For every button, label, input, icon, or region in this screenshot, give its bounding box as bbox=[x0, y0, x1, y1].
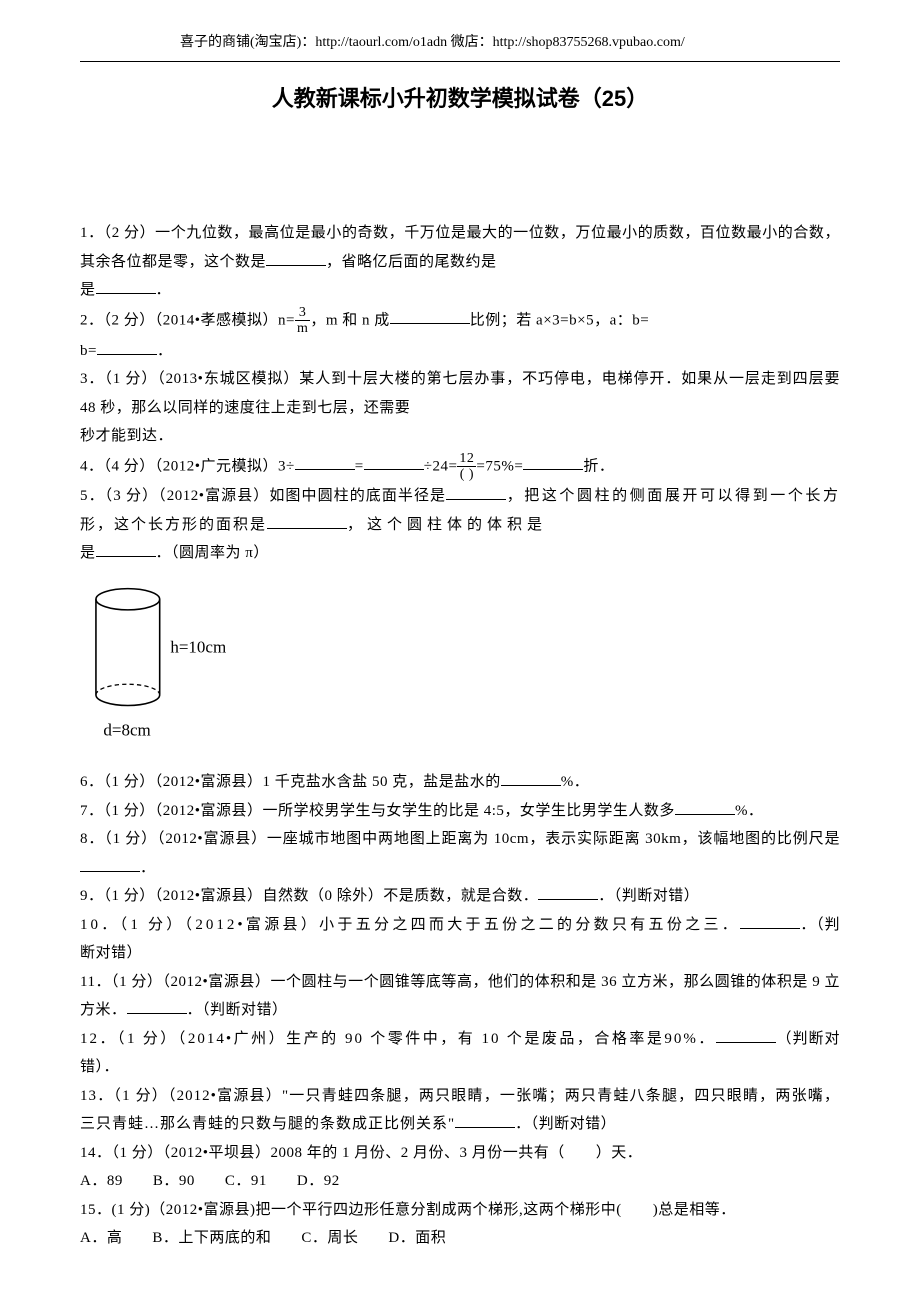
q15-optC: C．周长 bbox=[301, 1224, 358, 1253]
q3-line1: 3．（1 分）（2013•东城区模拟）某人到十层大楼的第七层办事，不巧停电，电梯… bbox=[80, 371, 840, 416]
question-6: 6．（1 分）（2012•富源县）1 千克盐水含盐 50 克，盐是盐水的 %． bbox=[80, 768, 840, 797]
q14-optA: A．89 bbox=[80, 1167, 123, 1196]
frac-den: m bbox=[295, 321, 310, 336]
q15-text: 15．(1 分)（2012•富源县)把一个平行四边形任意分割成两个梯形,这两个梯… bbox=[80, 1202, 736, 1218]
question-1: 1．（2 分）一个九位数，最高位是最小的奇数，千万位是最大的一位数，万位最小的质… bbox=[80, 219, 840, 305]
q5-is: 是 bbox=[80, 545, 96, 561]
fraction: 12( ) bbox=[457, 451, 476, 483]
q1-mid: ，省略亿后面的尾数约是 bbox=[326, 254, 497, 270]
fraction: 3m bbox=[295, 305, 310, 337]
question-2: 2．（2 分）（2014•孝感模拟）n=3m，m 和 n 成 比例；若 a×3=b… bbox=[80, 305, 840, 365]
blank bbox=[96, 293, 156, 294]
question-4: 4．（4 分）（2012•广元模拟）3÷ = ÷24=12( )=75%= 折． bbox=[80, 451, 840, 483]
blank bbox=[740, 928, 800, 929]
diameter-label: d=8cm bbox=[103, 720, 150, 739]
blank bbox=[267, 528, 347, 529]
q4-suffix: 折． bbox=[583, 458, 614, 474]
question-14: 14．（1 分）（2012•平坝县）2008 年的 1 月份、2 月份、3 月份… bbox=[80, 1139, 840, 1196]
q5-prefix: 5．（3 分）（2012•富源县）如图中圆柱的底面半径是 bbox=[80, 488, 446, 504]
q4-mid2: =75%= bbox=[476, 458, 523, 474]
q14-optC: C．91 bbox=[225, 1167, 267, 1196]
q14-optD: D．92 bbox=[297, 1167, 340, 1196]
q6-suffix: %． bbox=[561, 774, 590, 790]
blank bbox=[266, 265, 326, 266]
q3-line2: 秒才能到达． bbox=[80, 428, 173, 444]
q13-prefix: 13．（1 分）（2012•富源县）"一只青蛙四条腿，两只眼睛，一张嘴；两只青蛙… bbox=[80, 1088, 840, 1133]
page-title: 人教新课标小升初数学模拟试卷（25） bbox=[80, 78, 840, 120]
q8-suffix: ． bbox=[140, 860, 156, 876]
frac-num: 12 bbox=[457, 451, 476, 467]
question-3: 3．（1 分）（2013•东城区模拟）某人到十层大楼的第七层办事，不巧停电，电梯… bbox=[80, 365, 840, 451]
q12-prefix: 12．（1 分）（2014•广州）生产的 90 个零件中，有 10 个是废品，合… bbox=[80, 1031, 716, 1047]
q7-prefix: 7．（1 分）（2012•富源县）一所学校男学生与女学生的比是 4:5，女学生比… bbox=[80, 803, 675, 819]
q1-suffix: ． bbox=[156, 282, 172, 298]
q4-prefix: 4．（4 分）（2012•广元模拟）3÷ bbox=[80, 458, 295, 474]
question-11: 11．（1 分）（2012•富源县）一个圆柱与一个圆锥等底等高，他们的体积和是 … bbox=[80, 968, 840, 1025]
blank bbox=[501, 785, 561, 786]
blank bbox=[538, 899, 598, 900]
q2-suffix: ． bbox=[157, 343, 173, 359]
page-header: 喜子的商铺(淘宝店)：http://taourl.com/o1adn 微店：ht… bbox=[80, 30, 840, 62]
q2-mid2: 比例；若 a×3=b×5，a：b= bbox=[470, 312, 649, 328]
q14-optB: B．90 bbox=[153, 1167, 195, 1196]
blank bbox=[127, 1013, 187, 1014]
q2-mid1: ，m 和 n 成 bbox=[310, 312, 389, 328]
blank bbox=[80, 871, 140, 872]
q2-b: b= bbox=[80, 343, 97, 359]
question-13: 13．（1 分）（2012•富源县）"一只青蛙四条腿，两只眼睛，一张嘴；两只青蛙… bbox=[80, 1082, 840, 1139]
q8-prefix: 8．（1 分）（2012•富源县）一座城市地图中两地图上距离为 10cm，表示实… bbox=[80, 831, 840, 847]
blank bbox=[446, 499, 506, 500]
question-7: 7．（1 分）（2012•富源县）一所学校男学生与女学生的比是 4:5，女学生比… bbox=[80, 797, 840, 826]
blank bbox=[364, 469, 424, 470]
question-5: 5．（3 分）（2012•富源县）如图中圆柱的底面半径是，把这个圆柱的侧面展开可… bbox=[80, 482, 840, 568]
q9-prefix: 9．（1 分）（2012•富源县）自然数（0 除外）不是质数，就是合数． bbox=[80, 888, 538, 904]
q9-suffix: ．（判断对错） bbox=[598, 888, 699, 904]
blank bbox=[97, 354, 157, 355]
blank bbox=[716, 1042, 776, 1043]
q6-prefix: 6．（1 分）（2012•富源县）1 千克盐水含盐 50 克，盐是盐水的 bbox=[80, 774, 501, 790]
q2-prefix: 2．（2 分）（2014•孝感模拟）n= bbox=[80, 312, 295, 328]
frac-num: 3 bbox=[295, 305, 310, 321]
question-9: 9．（1 分）（2012•富源县）自然数（0 除外）不是质数，就是合数． ．（判断… bbox=[80, 882, 840, 911]
question-8: 8．（1 分）（2012•富源县）一座城市地图中两地图上距离为 10cm，表示实… bbox=[80, 825, 840, 882]
q5-mid2: ，这个圆柱体的体积是 bbox=[347, 517, 547, 533]
blank bbox=[523, 469, 583, 470]
blank bbox=[295, 469, 355, 470]
question-15: 15．(1 分)（2012•富源县)把一个平行四边形任意分割成两个梯形,这两个梯… bbox=[80, 1196, 840, 1253]
q5-suffix: ．（圆周率为 π） bbox=[156, 545, 269, 561]
q7-suffix: %． bbox=[735, 803, 764, 819]
q4-mid1: ÷24= bbox=[424, 458, 458, 474]
cylinder-diagram: h=10cm d=8cm bbox=[85, 578, 840, 759]
q14-text: 14．（1 分）（2012•平坝县）2008 年的 1 月份、2 月份、3 月份… bbox=[80, 1145, 642, 1161]
blank bbox=[675, 814, 735, 815]
q1-is: 是 bbox=[80, 282, 96, 298]
height-label: h=10cm bbox=[170, 637, 226, 656]
q13-suffix: ．（判断对错） bbox=[515, 1116, 616, 1132]
q15-optB: B．上下两底的和 bbox=[152, 1224, 271, 1253]
q10-prefix: 10．（1 分）（2012•富源县）小于五分之四而大于五份之二的分数只有五份之三… bbox=[80, 917, 740, 933]
q15-optA: A．高 bbox=[80, 1224, 122, 1253]
blank bbox=[390, 323, 470, 324]
q4-eq1: = bbox=[355, 458, 364, 474]
blank bbox=[455, 1127, 515, 1128]
frac-den: ( ) bbox=[457, 467, 476, 482]
question-12: 12．（1 分）（2014•广州）生产的 90 个零件中，有 10 个是废品，合… bbox=[80, 1025, 840, 1082]
q15-optD: D．面积 bbox=[388, 1224, 446, 1253]
blank bbox=[96, 556, 156, 557]
q11-suffix: ．（判断对错） bbox=[187, 1002, 288, 1018]
question-10: 10．（1 分）（2012•富源县）小于五分之四而大于五份之二的分数只有五份之三… bbox=[80, 911, 840, 968]
